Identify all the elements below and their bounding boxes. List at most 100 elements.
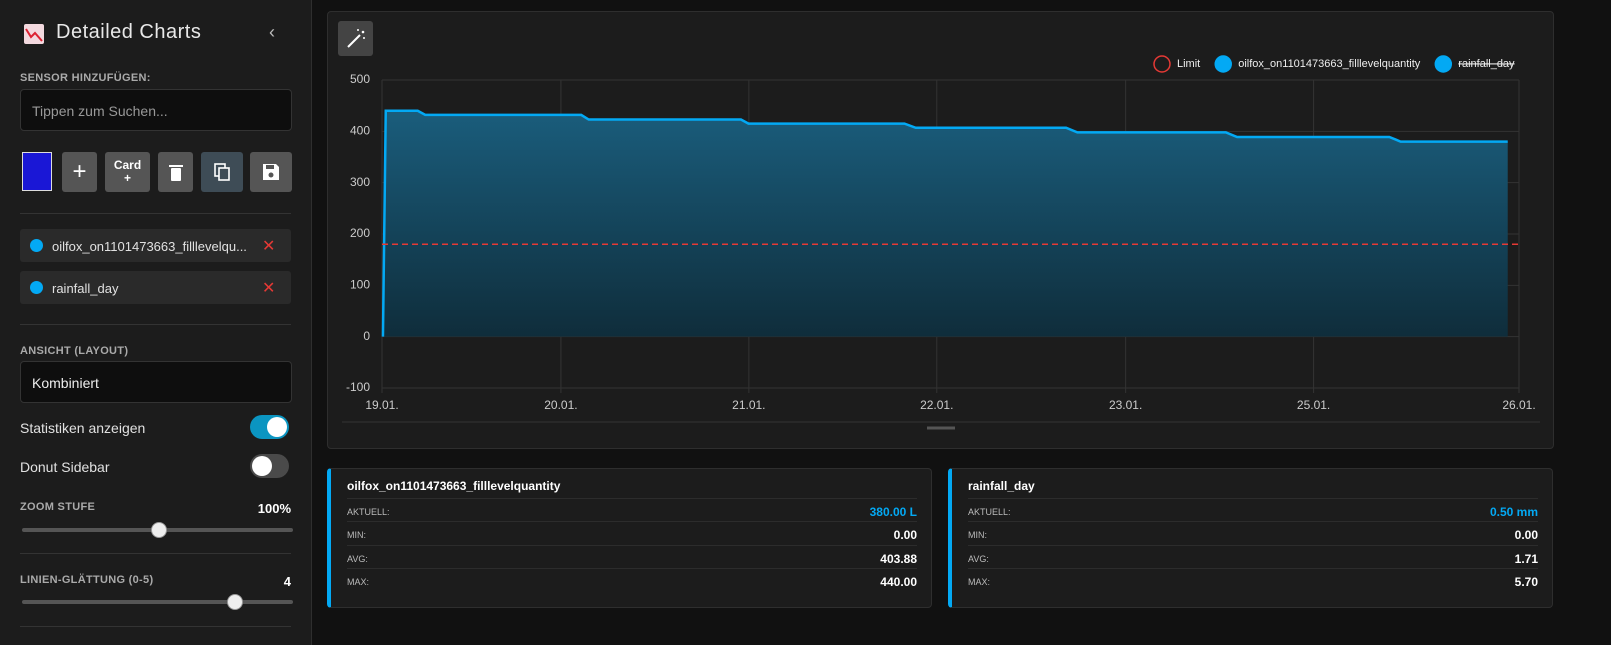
zoom-value: 100%	[257, 501, 291, 516]
stats-row: MIN: 0.00	[968, 521, 1538, 545]
stats-label: AVG:	[968, 553, 989, 564]
toggle-label: Donut Sidebar	[20, 459, 110, 475]
trash-icon	[168, 164, 183, 181]
stats-value: 0.00	[893, 528, 917, 543]
stats-value: 1.71	[1514, 551, 1538, 566]
collapse-button[interactable]: ‹	[269, 22, 275, 42]
stats-value: 5.70	[1514, 574, 1538, 589]
card-button[interactable]: Card +	[105, 152, 150, 192]
separator	[20, 324, 291, 325]
legend-marker	[1434, 55, 1453, 73]
smoothing-value: 4	[283, 574, 291, 589]
toggle-label: Statistiken anzeigen	[20, 420, 146, 436]
x-tick-label: 25.01.	[1297, 398, 1330, 412]
y-tick-label: -100	[346, 380, 370, 394]
separator	[20, 553, 291, 554]
separator	[20, 626, 291, 627]
area	[382, 110, 1508, 337]
line	[381, 109, 1508, 337]
toggle-knob	[267, 417, 287, 437]
stats-label: AKTUELL:	[347, 507, 390, 517]
wand-icon	[347, 29, 365, 48]
y-tick-label: 500	[350, 72, 370, 86]
stats-row: AVG: 403.88	[347, 544, 917, 569]
stats-label: MIN:	[347, 530, 366, 541]
toggle[interactable]	[250, 454, 289, 478]
x-tick-label: 26.01.	[1502, 398, 1535, 412]
y-tick-label: 0	[363, 329, 370, 343]
button-label: +	[123, 171, 131, 185]
save-button[interactable]	[250, 152, 292, 192]
stats-title: rainfall_day	[968, 479, 1035, 493]
section-label: ANSICHT (LAYOUT)	[20, 345, 129, 357]
sidebar-title: Detailed Charts	[56, 21, 202, 43]
stats-value: 380.00 L	[869, 505, 917, 519]
legend-label[interactable]: oilfox_on1101473663_filllevelquantity	[1238, 58, 1421, 70]
delete-button[interactable]	[158, 152, 193, 192]
legend-marker	[1153, 55, 1171, 73]
placeholder: Tippen zum Suchen...	[32, 103, 168, 119]
layout-select[interactable]: Kombiniert	[20, 361, 292, 403]
toggle-knob	[252, 456, 272, 476]
stats-row: MAX: 5.70	[968, 567, 1538, 592]
slider-track[interactable]	[22, 600, 293, 604]
x-tick-label: 21.01.	[732, 398, 765, 412]
stats-value: 440.00	[880, 574, 917, 589]
chart: -100 0 100 200 300 400 500 19.01. 20.01. 21.01. 22…	[342, 55, 1540, 430]
app-icon	[24, 24, 44, 44]
stats-row: MAX: 440.00	[347, 567, 917, 592]
legend-marker	[1214, 55, 1232, 73]
stats-value: 0.00	[1514, 528, 1538, 543]
sensor-item[interactable]: rainfall_day ✕	[20, 271, 291, 304]
sensor-dot	[30, 281, 43, 294]
add-button[interactable]: +	[62, 152, 97, 192]
y-tick-label: 300	[350, 175, 370, 189]
auto-button[interactable]	[338, 21, 373, 56]
stats-title: oilfox_on1101473663_filllevelquantity	[347, 479, 561, 493]
color-picker[interactable]	[22, 152, 52, 191]
sensor-dot	[30, 239, 43, 252]
section-label: LINIEN-GLÄTTUNG (0-5)	[20, 574, 154, 586]
stats-row: AVG: 1.71	[968, 544, 1538, 569]
x-tick-label: 19.01.	[365, 398, 398, 412]
remove-button[interactable]: ✕	[262, 280, 276, 297]
copy-icon	[214, 163, 230, 181]
copy-button[interactable]	[201, 152, 243, 192]
select-value: Kombiniert	[32, 375, 99, 391]
stats-label: MAX:	[347, 576, 370, 587]
legend-label[interactable]: Limit	[1177, 58, 1200, 70]
chart-card: -100 0 100 200 300 400 500 19.01. 20.01. 21.01. 22…	[327, 11, 1554, 449]
slider-thumb[interactable]	[227, 594, 243, 610]
sensor-name: rainfall_day	[52, 281, 119, 296]
y-tick-label: 200	[350, 226, 370, 240]
stats-card: oilfox_on1101473663_filllevelquantity AKT…	[327, 468, 932, 608]
button-label: Card	[113, 158, 142, 172]
section-label: ZOOM STUFE	[20, 501, 96, 513]
x-tick-label: 23.01.	[1109, 398, 1142, 412]
stats-label: AVG:	[347, 553, 368, 564]
remove-button[interactable]: ✕	[262, 238, 276, 255]
stats-row: MIN: 0.00	[347, 521, 917, 545]
search-input[interactable]: Tippen zum Suchen...	[20, 89, 292, 131]
stats-label: MIN:	[968, 530, 987, 541]
sensor-item[interactable]: oilfox_on1101473663_filllevelqu... ✕	[20, 229, 291, 262]
stats-label: AKTUELL:	[968, 507, 1011, 517]
y-tick-label: 400	[350, 124, 370, 138]
sidebar: Detailed Charts ‹ SENSOR HINZUFÜGEN: Tip…	[0, 0, 312, 645]
x-tick-label: 22.01.	[920, 398, 953, 412]
sensor-name: oilfox_on1101473663_filllevelqu...	[52, 239, 247, 254]
legend-label[interactable]: rainfall_day	[1458, 58, 1515, 70]
stats-card: rainfall_day AKTUELL: 0.50 mm MIN: 0.00 AVG: 1…	[948, 468, 1553, 608]
x-tick-label: 20.01.	[544, 398, 577, 412]
separator	[20, 213, 291, 214]
stats-value: 0.50 mm	[1489, 505, 1538, 519]
save-icon	[263, 164, 279, 180]
stats-label: MAX:	[968, 576, 991, 587]
toggle[interactable]	[250, 415, 289, 439]
stats-row: AKTUELL: 380.00 L	[347, 498, 917, 522]
section-label: SENSOR HINZUFÜGEN:	[20, 72, 151, 84]
slider-thumb[interactable]	[151, 522, 167, 538]
y-tick-label: 100	[350, 278, 370, 292]
